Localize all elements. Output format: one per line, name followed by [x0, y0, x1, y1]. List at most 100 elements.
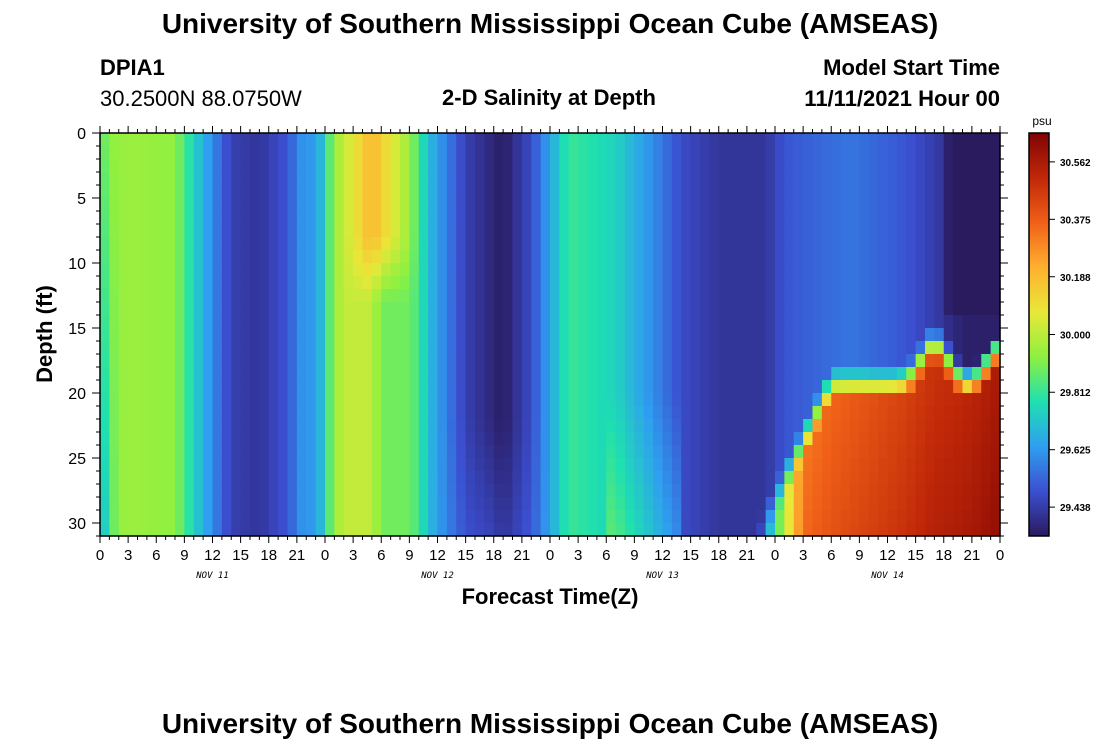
heatmap-cell	[418, 263, 429, 277]
heatmap-cell	[428, 263, 439, 277]
heatmap-cell	[446, 185, 457, 199]
heatmap-cell	[578, 302, 589, 316]
heatmap-cell	[456, 263, 467, 277]
heatmap-cell	[728, 380, 739, 394]
heatmap-cell	[587, 445, 598, 459]
heatmap-cell	[925, 289, 935, 303]
heatmap-cell	[343, 510, 354, 524]
heatmap-cell	[540, 432, 551, 446]
heatmap-cell	[578, 172, 589, 186]
heatmap-cell	[962, 471, 973, 485]
heatmap-cell	[606, 185, 617, 199]
heatmap-cell	[493, 510, 504, 524]
heatmap-cell	[915, 263, 926, 277]
heatmap-cell	[259, 393, 270, 407]
heatmap-cell	[475, 523, 485, 537]
heatmap-cell	[128, 198, 139, 212]
heatmap-cell	[700, 497, 710, 511]
heatmap-cell	[568, 393, 579, 407]
heatmap-cell	[859, 159, 870, 173]
heatmap-cell	[568, 510, 579, 524]
heatmap-cell	[193, 341, 204, 355]
heatmap-cell	[793, 250, 804, 264]
heatmap-cell	[606, 445, 617, 459]
heatmap-cell	[371, 510, 382, 524]
heatmap-cell	[953, 276, 964, 290]
heatmap-cell	[325, 302, 335, 316]
heatmap-cell	[428, 341, 439, 355]
heatmap-cell	[953, 510, 964, 524]
heatmap-cell	[793, 367, 804, 381]
heatmap-cell	[231, 224, 242, 238]
model-start-value: 11/11/2021 Hour 00	[804, 86, 1000, 111]
heatmap-cell	[390, 458, 401, 472]
heatmap-cell	[484, 497, 495, 511]
heatmap-cell	[259, 497, 270, 511]
heatmap-cell	[765, 224, 776, 238]
heatmap-cell	[390, 484, 401, 498]
heatmap-cell	[803, 380, 814, 394]
heatmap-cell	[934, 159, 945, 173]
heatmap-cell	[287, 289, 298, 303]
heatmap-cell	[596, 185, 607, 199]
heatmap-cell	[596, 380, 607, 394]
heatmap-cell	[231, 341, 242, 355]
heatmap-cell	[850, 159, 860, 173]
heatmap-cell	[484, 276, 495, 290]
heatmap-cell	[503, 198, 514, 212]
heatmap-cell	[821, 341, 832, 355]
heatmap-cell	[362, 302, 373, 316]
x-tick-label: 12	[429, 547, 446, 564]
heatmap-cell	[278, 289, 289, 303]
heatmap-cell	[700, 484, 710, 498]
heatmap-cell	[334, 159, 345, 173]
heatmap-cell	[831, 419, 842, 433]
heatmap-cell	[756, 133, 767, 147]
heatmap-cell	[118, 458, 129, 472]
heatmap-cell	[278, 133, 289, 147]
heatmap-cell	[868, 458, 879, 472]
heatmap-cell	[109, 185, 120, 199]
heatmap-cell	[634, 289, 645, 303]
heatmap-cell	[128, 315, 139, 329]
heatmap-cell	[400, 276, 410, 290]
heatmap-cell	[821, 289, 832, 303]
heatmap-cell	[503, 458, 514, 472]
heatmap-cell	[821, 211, 832, 225]
heatmap-cell	[146, 185, 157, 199]
heatmap-cell	[896, 523, 907, 537]
heatmap-cell	[831, 523, 842, 537]
heatmap-cell	[925, 146, 935, 160]
heatmap-cell	[493, 159, 504, 173]
heatmap-cell	[934, 484, 945, 498]
heatmap-cell	[756, 211, 767, 225]
heatmap-cell	[203, 328, 214, 342]
heatmap-cell	[653, 523, 664, 537]
heatmap-cell	[484, 393, 495, 407]
heatmap-cell	[925, 211, 935, 225]
heatmap-cell	[221, 224, 232, 238]
heatmap-cell	[746, 198, 757, 212]
heatmap-cell	[943, 146, 954, 160]
heatmap-cell	[390, 133, 401, 147]
heatmap-cell	[709, 211, 720, 225]
heatmap-cell	[278, 406, 289, 420]
heatmap-cell	[521, 406, 532, 420]
heatmap-cell	[803, 497, 814, 511]
heatmap-cell	[325, 445, 335, 459]
heatmap-cell	[212, 458, 223, 472]
heatmap-cell	[100, 406, 110, 420]
heatmap-cell	[878, 354, 889, 368]
heatmap-cell	[315, 393, 326, 407]
heatmap-cell	[418, 185, 429, 199]
heatmap-cell	[737, 159, 748, 173]
heatmap-cell	[418, 497, 429, 511]
heatmap-cell	[137, 432, 148, 446]
heatmap-cell	[775, 523, 785, 537]
heatmap-cell	[850, 406, 860, 420]
heatmap-cell	[287, 367, 298, 381]
heatmap-cell	[240, 445, 251, 459]
heatmap-cell	[746, 302, 757, 316]
heatmap-cell	[512, 211, 523, 225]
heatmap-cell	[418, 315, 429, 329]
